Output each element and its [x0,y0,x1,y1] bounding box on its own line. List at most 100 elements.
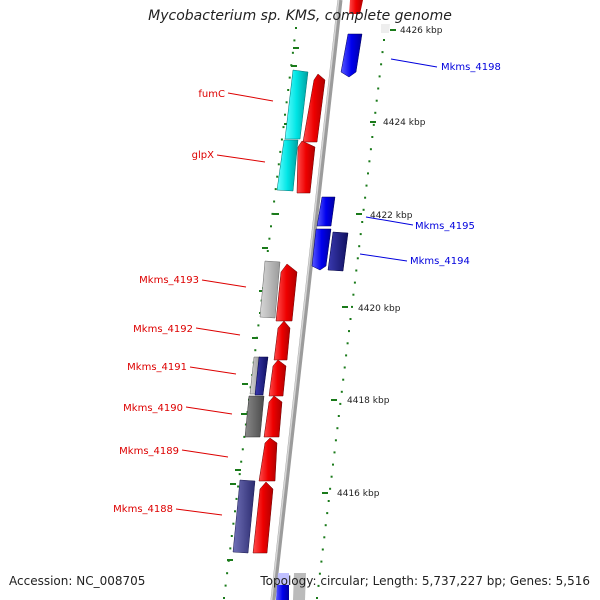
scale-dot [358,245,361,248]
tick-label-4424: 4424 kbp [383,118,426,128]
label-Mkms_4191: Mkms_4191 [127,362,187,373]
scale-dot [293,39,296,42]
scale-dot [367,172,369,175]
label-Mkms_4194: Mkms_4194 [410,256,470,267]
scale-dot [279,150,282,153]
scale-dot [362,208,365,211]
label-Mkms_4190: Mkms_4190 [123,403,183,414]
scale-dot [277,163,280,166]
scale-dot [287,89,290,91]
scale-dot [321,548,324,551]
accession-text: Accession: NC_008705 [9,574,146,588]
scale-dot [284,113,286,116]
scale-dot [333,451,336,454]
scale-dot [374,111,377,114]
scale-dot [356,257,359,260]
scale-dot [381,51,384,54]
scale-dot [270,225,272,228]
scale-dot [365,184,368,187]
scale-dot [280,138,283,141]
gene-Mkms_4194-adjacent[interactable] [327,231,349,272]
scale-dot [355,269,358,272]
scale-dot [371,136,374,138]
scale-dot [340,390,343,393]
tick-label-4420: 4420 kbp [358,304,401,314]
scale-dot [352,293,355,296]
scale-dot [230,535,233,537]
scale-dot [353,281,356,284]
scale-dot [282,126,285,129]
scale-dot [324,524,327,527]
bottom-partial-genes [276,573,306,600]
scale-dot [343,366,346,369]
navy-genes[interactable] [232,356,269,554]
scale-dot [380,63,383,66]
scale-dot [320,560,323,563]
forward-genes[interactable] [252,73,326,554]
scale-dot [372,123,375,126]
scale-dot [254,349,257,352]
scale-dot [383,39,385,41]
scale-dot [268,237,271,240]
scale-dot [274,188,277,191]
scale-dot [336,427,339,430]
scale-dot [345,354,348,357]
gray-genes[interactable] [244,260,281,438]
scale-dot [237,485,240,488]
left-gene-labels: fumC glpX Mkms_4193 Mkms_4192 Mkms_4191 … [113,89,274,516]
label-Mkms_4188: Mkms_4188 [113,504,173,515]
scale-dot [346,342,349,345]
scale-dot [377,87,380,90]
genome-backbone [270,0,343,600]
scale-dot [316,597,318,599]
top-partial-genes [349,0,390,33]
gene-Mkms_4195[interactable] [316,196,336,227]
cyan-genes[interactable] [276,69,309,192]
scale-dot [271,212,274,215]
scale-ticks [322,29,396,494]
gene-Mkms_4198[interactable] [340,33,363,78]
scale-dot [359,233,362,236]
tick-label-4426: 4426 kbp [400,26,443,36]
scale-dot [295,27,297,29]
label-Mkms_4193: Mkms_4193 [139,275,199,286]
scale-dot [329,487,332,490]
scale-dot [266,250,269,252]
scale-dot [243,435,246,438]
scale-dot [323,536,326,539]
scale-dot [273,200,276,203]
right-gene-labels: Mkms_4198 Mkms_4195 Mkms_4194 [359,58,501,267]
scale-dot [348,330,350,333]
scale-dot [327,500,330,502]
scale-dot [326,512,329,515]
scale-dot [238,473,241,476]
label-fumC: fumC [198,89,225,100]
scale-dot [330,475,333,478]
scale-dot [234,510,236,513]
scale-dot [318,572,321,575]
scale-dot [378,75,381,78]
scale-dot [232,522,235,525]
tick-label-4418: 4418 kbp [347,396,390,406]
label-Mkms_4198: Mkms_4198 [441,62,501,73]
scale-dot [257,324,260,327]
gene-Mkms_4194[interactable] [311,228,332,271]
scale-dot [317,584,320,587]
scale-dot [288,76,291,79]
scale-tick-labels: 4426 kbp 4424 kbp 4422 kbp 4420 kbp 4418… [337,26,443,499]
scale-dot [235,497,238,500]
scale-dot [240,460,243,463]
topology-text: Topology: circular; Length: 5,737,227 bp… [260,574,590,588]
tick-label-4422: 4422 kbp [370,211,413,221]
scale-dot [332,463,334,466]
label-Mkms_4195: Mkms_4195 [415,221,475,232]
label-Mkms_4189: Mkms_4189 [119,446,179,457]
tick-label-4416: 4416 kbp [337,489,380,499]
scale-dot [226,572,229,575]
scale-dot [229,547,232,550]
scale-dot [339,402,342,405]
scale-dot [368,160,371,163]
scale-dot [224,584,227,587]
scale-dot [334,439,337,442]
